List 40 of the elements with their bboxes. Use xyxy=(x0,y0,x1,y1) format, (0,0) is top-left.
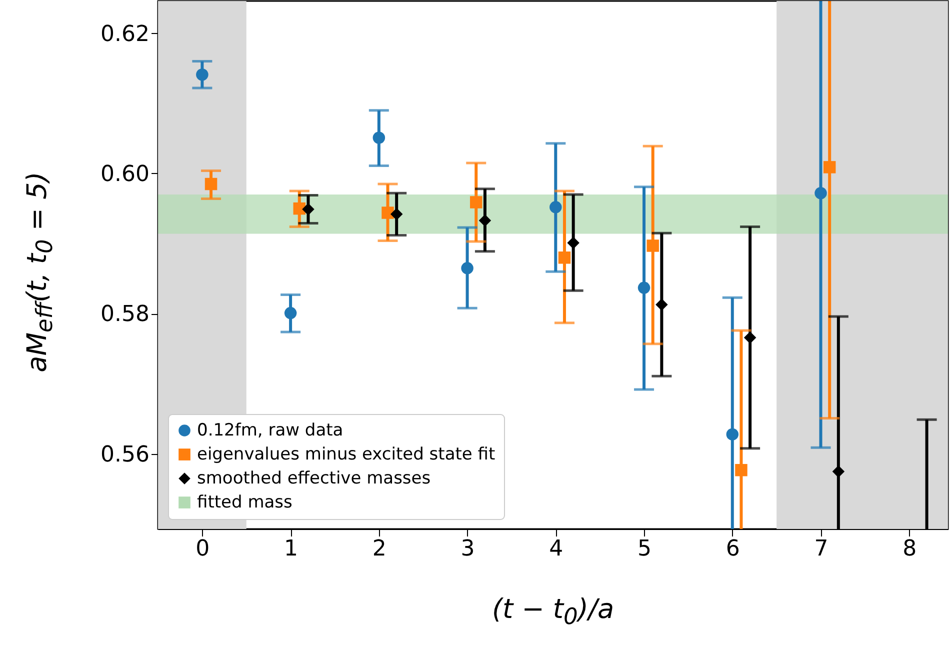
point xyxy=(726,428,739,440)
point xyxy=(823,161,836,174)
point xyxy=(478,214,492,227)
legend-label: eigenvalues minus excited state fit xyxy=(197,444,496,464)
point xyxy=(814,187,827,200)
x-tick-label: 8 xyxy=(902,536,917,562)
point xyxy=(390,208,403,220)
point xyxy=(550,201,562,214)
legend-label: fitted mass xyxy=(197,492,293,512)
point xyxy=(372,132,386,144)
legend-label: 0.12fm, raw data xyxy=(197,420,344,440)
point xyxy=(204,178,218,190)
point xyxy=(382,206,394,219)
y-tick-label: 0.56 xyxy=(100,442,150,468)
x-tick-label: 0 xyxy=(196,536,210,562)
point xyxy=(646,240,659,252)
x-tick-label: 5 xyxy=(638,536,652,562)
legend-label: smoothed effective masses xyxy=(197,468,431,488)
y-tick-label: 0.62 xyxy=(100,22,150,47)
y-tick-label: 0.58 xyxy=(100,302,150,328)
point xyxy=(461,262,474,274)
x-tick-label: 4 xyxy=(549,536,564,562)
point xyxy=(735,464,748,476)
x-axis-title: (t − t$_{0}$)/a xyxy=(492,594,614,630)
x-tick-label: 1 xyxy=(284,536,298,562)
point xyxy=(656,298,668,311)
y-tick-label: 0.60 xyxy=(100,162,150,187)
point xyxy=(832,465,845,478)
point xyxy=(284,306,297,320)
point xyxy=(302,203,314,216)
point xyxy=(567,236,580,250)
x-tick-label: 2 xyxy=(372,536,386,562)
x-tick-label: 6 xyxy=(726,536,740,562)
point xyxy=(196,68,208,81)
point xyxy=(470,196,482,208)
x-tick-label: 7 xyxy=(814,536,828,562)
point xyxy=(744,331,756,344)
point xyxy=(558,252,571,264)
x-tick-label: 3 xyxy=(460,536,475,562)
point xyxy=(638,282,650,294)
